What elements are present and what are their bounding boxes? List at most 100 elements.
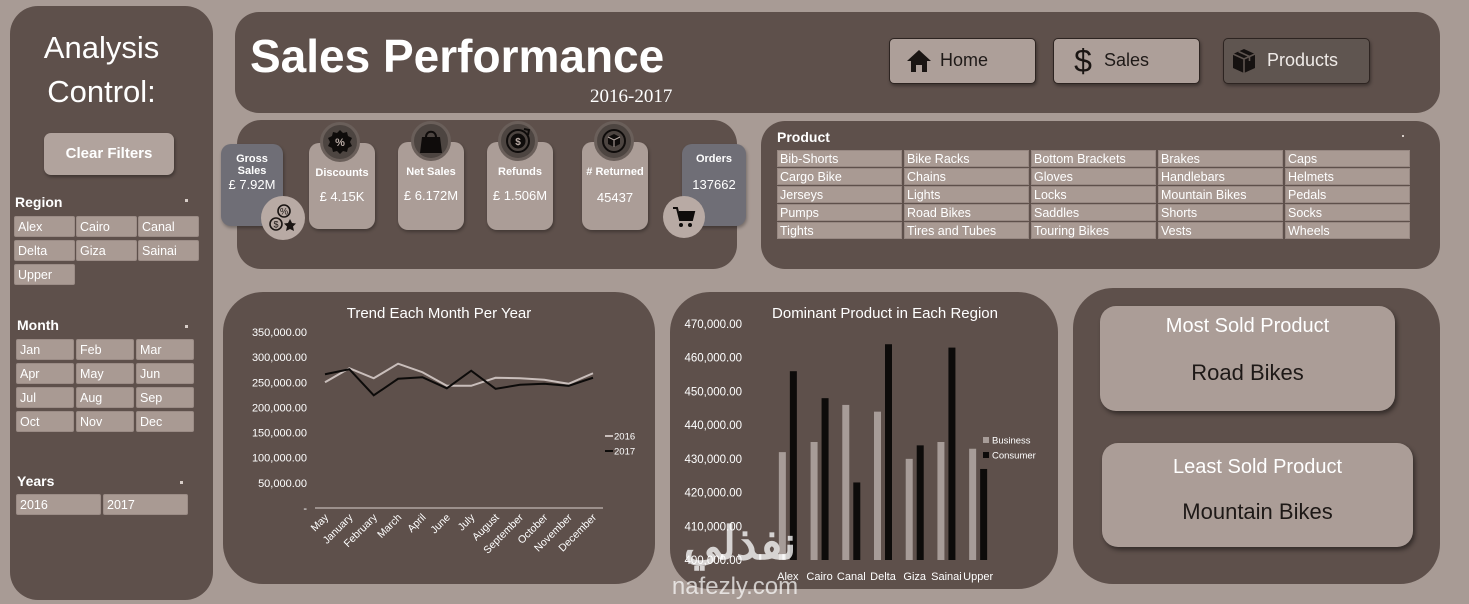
years-slicer-options-icon[interactable] <box>180 481 183 484</box>
most-sold-card: Most Sold Product Road Bikes <box>1100 306 1395 411</box>
least-sold-value: Mountain Bikes <box>1182 499 1333 524</box>
month-chip-mar[interactable]: Mar <box>136 339 194 360</box>
y-tick-label: 400,000.00 <box>684 555 742 567</box>
region-chip-delta[interactable]: Delta <box>14 240 75 261</box>
region-chip-sainai[interactable]: Sainai <box>138 240 199 261</box>
refund-icon: $ <box>498 121 538 161</box>
product-chip-caps[interactable]: Caps <box>1285 150 1410 167</box>
dollar-icon: $ <box>1074 45 1092 77</box>
region-chart-panel <box>670 292 1058 589</box>
product-chip-socks[interactable]: Socks <box>1285 204 1410 221</box>
month-chip-may[interactable]: May <box>76 363 134 384</box>
svg-text:%: % <box>280 207 288 217</box>
product-chip-bottom-brackets[interactable]: Bottom Brackets <box>1031 150 1156 167</box>
product-chip-jerseys[interactable]: Jerseys <box>777 186 902 203</box>
product-chip-bib-shorts[interactable]: Bib-Shorts <box>777 150 902 167</box>
month-chip-oct[interactable]: Oct <box>16 411 74 432</box>
y-tick-label: 250,000.00 <box>252 377 307 389</box>
return-box-icon <box>594 121 634 161</box>
product-chip-helmets[interactable]: Helmets <box>1285 168 1410 185</box>
product-chip-bike-racks[interactable]: Bike Racks <box>904 150 1029 167</box>
month-chip-jun[interactable]: Jun <box>136 363 194 384</box>
x-tick-label: Canal <box>837 571 866 583</box>
product-chip-shorts[interactable]: Shorts <box>1158 204 1283 221</box>
kpi-net-sales-label: Net Sales <box>406 166 456 178</box>
region-chip-giza[interactable]: Giza <box>76 240 137 261</box>
svg-text:$: $ <box>1074 45 1092 77</box>
product-chip-road-bikes[interactable]: Road Bikes <box>904 204 1029 221</box>
product-chip-locks[interactable]: Locks <box>1031 186 1156 203</box>
product-chip-touring-bikes[interactable]: Touring Bikes <box>1031 222 1156 239</box>
clear-filters-button[interactable]: Clear Filters <box>44 133 174 175</box>
series-line-2016 <box>324 362 594 387</box>
kpi-gross-sales-value: £ 7.92M <box>228 177 276 192</box>
legend-label-2016: 2016 <box>614 432 635 443</box>
bar-Consumer-Alex <box>789 371 797 560</box>
y-tick-label: 430,000.00 <box>684 454 742 466</box>
month-chip-feb[interactable]: Feb <box>76 339 134 360</box>
product-chip-gloves[interactable]: Gloves <box>1031 168 1156 185</box>
product-chip-pumps[interactable]: Pumps <box>777 204 902 221</box>
legend-label-2017: 2017 <box>614 447 635 458</box>
most-sold-title: Most Sold Product <box>1165 315 1330 337</box>
product-chip-tights[interactable]: Tights <box>777 222 902 239</box>
legend-label-Business: Business <box>992 436 1031 447</box>
x-tick-label: June <box>428 512 453 537</box>
product-chip-brakes[interactable]: Brakes <box>1158 150 1283 167</box>
product-chip-saddles[interactable]: Saddles <box>1031 204 1156 221</box>
region-chip-cairo[interactable]: Cairo <box>76 216 137 237</box>
bar-Business-Upper <box>969 448 977 560</box>
region-chip-alex[interactable]: Alex <box>14 216 75 237</box>
product-slicer-options-icon[interactable] <box>1402 135 1404 137</box>
product-chip-handlebars[interactable]: Handlebars <box>1158 168 1283 185</box>
product-chip-chains[interactable]: Chains <box>904 168 1029 185</box>
kpi-returned-value: 45437 <box>596 190 634 205</box>
products-button[interactable]: Products <box>1223 38 1370 84</box>
kpi-returned-label: # Returned <box>586 166 644 178</box>
trend-chart: - 50,000.00 100,000.00 150,000.00 200,000.00… <box>252 327 635 556</box>
month-chip-sep[interactable]: Sep <box>136 387 194 408</box>
kpi-refunds-value: £ 1.506M <box>492 188 548 203</box>
y-tick-label: 50,000.00 <box>258 478 307 490</box>
month-chip-jan[interactable]: Jan <box>16 339 74 360</box>
bar-Business-Alex <box>778 452 786 560</box>
kpi-gross-sales-label: Gross Sales <box>236 153 268 177</box>
year-chip-2017[interactable]: 2017 <box>103 494 188 515</box>
watermark-latin: nafezly.com <box>671 573 799 600</box>
month-chip-aug[interactable]: Aug <box>76 387 134 408</box>
box-icon <box>1232 49 1256 73</box>
region-chip-upper[interactable]: Upper <box>14 264 75 285</box>
least-sold-card: Least Sold Product Mountain Bikes <box>1102 443 1413 547</box>
product-chip-tires-and-tubes[interactable]: Tires and Tubes <box>904 222 1029 239</box>
trend-chart-panel <box>223 292 655 584</box>
product-chip-wheels[interactable]: Wheels <box>1285 222 1410 239</box>
product-chip-vests[interactable]: Vests <box>1158 222 1283 239</box>
home-button[interactable]: Home <box>889 38 1036 84</box>
y-tick-label: 100,000.00 <box>252 453 307 465</box>
month-slicer-options-icon[interactable] <box>185 325 188 328</box>
sidebar-title-line2: Control: <box>47 74 156 109</box>
month-chip-dec[interactable]: Dec <box>136 411 194 432</box>
product-chip-mountain-bikes[interactable]: Mountain Bikes <box>1158 186 1283 203</box>
product-chip-cargo-bike[interactable]: Cargo Bike <box>777 168 902 185</box>
year-chip-2016[interactable]: 2016 <box>16 494 101 515</box>
product-chip-lights[interactable]: Lights <box>904 186 1029 203</box>
kpi-refunds-label: Refunds <box>498 166 542 178</box>
sales-button[interactable]: $ Sales <box>1053 38 1200 84</box>
y-tick-label: 350,000.00 <box>252 327 307 339</box>
shopping-bag-icon <box>411 121 451 161</box>
page-title: Sales Performance <box>250 30 665 82</box>
region-chip-canal[interactable]: Canal <box>138 216 199 237</box>
month-chip-jul[interactable]: Jul <box>16 387 74 408</box>
bar-Business-Cairo <box>810 442 818 560</box>
month-chip-nov[interactable]: Nov <box>76 411 134 432</box>
kpi-discounts-label: Discounts <box>315 167 369 179</box>
bar-Consumer-Sainai <box>948 347 956 560</box>
bar-Consumer-Delta <box>885 344 892 560</box>
region-slicer-options-icon[interactable] <box>185 199 188 202</box>
years-slicer-title: Years <box>17 473 55 489</box>
month-chip-apr[interactable]: Apr <box>16 363 74 384</box>
product-chip-pedals[interactable]: Pedals <box>1285 186 1410 203</box>
month-slicer-title: Month <box>17 317 59 333</box>
y-tick-label: 150,000.00 <box>252 428 307 440</box>
